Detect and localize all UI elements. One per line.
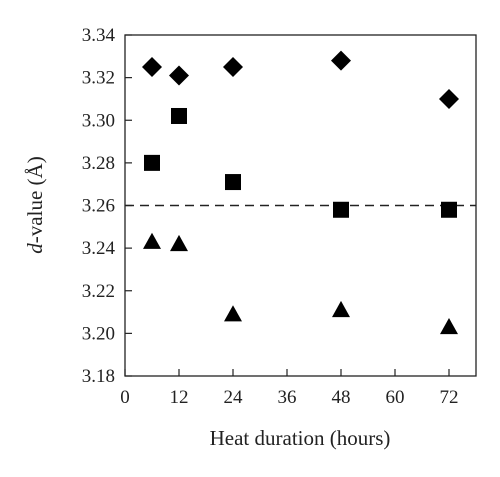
- diamond-point: [223, 56, 243, 77]
- y-axis-title-italic: d: [23, 243, 47, 254]
- y-axis-title-rest: -value (Å): [23, 156, 47, 243]
- square-point: [441, 201, 457, 218]
- x-axis-title: Heat duration (hours): [210, 426, 391, 450]
- diamond-point: [439, 88, 459, 109]
- diamond-point: [169, 65, 189, 86]
- x-tick-label: 0: [120, 387, 130, 408]
- x-tick-label: 36: [278, 387, 297, 408]
- x-tick-label: 60: [386, 387, 405, 408]
- triangle-point: [170, 234, 188, 252]
- square-point: [225, 174, 241, 191]
- y-tick-label: 3.22: [82, 281, 115, 302]
- y-tick-label: 3.18: [82, 366, 115, 387]
- triangle-point: [332, 300, 350, 318]
- square-point: [171, 107, 187, 124]
- x-tick-label: 48: [332, 387, 351, 408]
- y-tick-label: 3.32: [82, 68, 115, 89]
- y-tick-label: 3.24: [82, 238, 116, 259]
- diamond-point: [142, 56, 162, 77]
- y-axis-title: d-value (Å): [23, 156, 47, 253]
- triangle-point: [440, 317, 458, 335]
- square-point: [333, 201, 349, 218]
- triangle-point: [143, 232, 161, 249]
- y-tick-label: 3.26: [82, 196, 115, 217]
- x-axis-ticks: 0 12 24 36 48 60 72: [120, 369, 459, 408]
- y-tick-label: 3.28: [82, 153, 115, 174]
- y-axis-ticks: 3.18 3.20 3.22 3.24 3.26 3.28 3.30 3.32 3.34: [82, 25, 132, 387]
- x-tick-label: 24: [224, 387, 244, 408]
- data-points: [142, 50, 459, 335]
- y-tick-label: 3.20: [82, 323, 115, 344]
- diamond-point: [331, 50, 351, 71]
- triangle-point: [224, 305, 242, 322]
- square-point: [144, 154, 160, 171]
- y-tick-label: 3.30: [82, 110, 115, 131]
- y-tick-label: 3.34: [82, 25, 116, 46]
- x-tick-label: 12: [170, 387, 189, 408]
- x-tick-label: 72: [440, 387, 459, 408]
